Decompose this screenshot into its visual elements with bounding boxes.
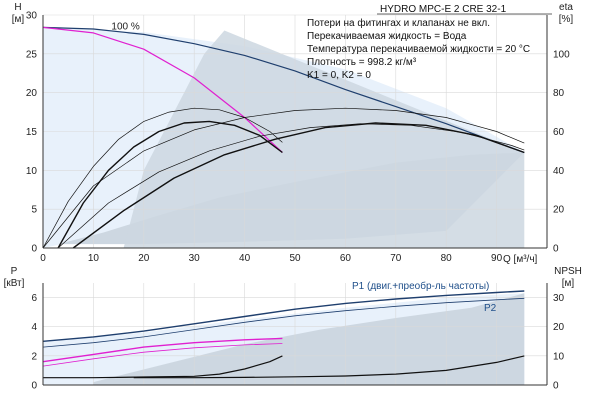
bottom-grey-region — [93, 293, 525, 385]
chart-title: HYDRO MPC-E 2 CRE 32-1 — [380, 4, 507, 15]
top-series-eta_single_thin — [42, 107, 283, 249]
top-series-eta_double_thin — [42, 107, 525, 249]
bottom-y-right-tick-label: 0 — [553, 381, 559, 392]
top-y-right-tick-label: 40 — [553, 166, 565, 177]
annotation-100-percent: 100 % — [111, 22, 139, 33]
series-label-P2: P2 — [484, 303, 497, 314]
top-y-tick-label: 20 — [26, 88, 38, 99]
bottom-series-P1 — [42, 290, 525, 342]
top-plot: 0 5 10 15 20 25 30 0 20 40 60 80 100 0 10 20 30 40 50 60 70 8… — [12, 2, 574, 265]
x-tick-label: 90 — [491, 253, 503, 264]
bottom-series-P2 — [42, 297, 525, 348]
x-tick-label: 80 — [441, 253, 453, 264]
top-series-eta_double — [72, 122, 525, 249]
x-tick-label: 40 — [239, 253, 251, 264]
info-line-5: K1 = 0, K2 = 0 — [307, 70, 371, 81]
top-series-head_max — [42, 26, 525, 154]
bottom-plot: 0 2 4 6 0 10 20 30 P [кВт] NPSH [м] P1 (двиг.+преобр… — [4, 266, 582, 392]
top-y-right-tick-label: 100 — [553, 49, 570, 60]
top-y-tick-label: 15 — [26, 127, 38, 138]
y-axis-label-H: H [м] — [12, 2, 25, 25]
top-y-tick-label: 25 — [26, 49, 38, 60]
top-y-tick-label: 0 — [31, 244, 37, 255]
bottom-series-npsh_single — [43, 355, 283, 379]
bottom-y-right-tick-label: 10 — [553, 351, 565, 362]
x-tick-label: 60 — [340, 253, 352, 264]
info-line-4: Плотность = 998.2 кг/м³ — [307, 57, 417, 68]
x-tick-label: 10 — [88, 253, 100, 264]
y-axis-label-eta: eta [%] — [559, 2, 574, 25]
x-axis-label-Q: Q [м³/ч] — [503, 254, 538, 265]
bottom-y-right-tick-label: 20 — [553, 322, 565, 333]
info-line-1: Потери на фитингах и клапанах не вкл. — [307, 17, 490, 29]
x-tick-label: 30 — [189, 253, 201, 264]
bottom-series-P2_single — [42, 343, 283, 367]
top-y-tick-label: 5 — [31, 205, 37, 216]
top-grey-fan — [58, 30, 525, 248]
y-axis-label-P: P [кВт] — [4, 266, 25, 289]
top-y-tick-label: 10 — [26, 166, 38, 177]
top-y-right-tick-label: 60 — [553, 127, 565, 138]
series-label-P1: P1 (двиг.+преобр-ль частоты) — [352, 280, 489, 292]
x-tick-label: 50 — [289, 253, 301, 264]
y-axis-label-NPSH: NPSH [м] — [554, 266, 582, 289]
bottom-series-P1_single — [42, 337, 283, 363]
top-y-right-tick-label: 20 — [553, 205, 565, 216]
bottom-y-right-tick-label: 30 — [553, 293, 565, 304]
bottom-y-tick-label: 2 — [31, 351, 37, 362]
bottom-y-tick-label: 0 — [31, 381, 37, 392]
top-series-eta_single — [57, 120, 283, 249]
info-line-3: Температура перекачиваемой жидкости = 20… — [307, 44, 530, 55]
top-series-head_single — [42, 26, 283, 153]
bottom-y-tick-label: 4 — [31, 322, 37, 333]
x-tick-label: 0 — [40, 253, 46, 264]
x-tick-label: 70 — [390, 253, 402, 264]
bottom-series-npsh_double — [133, 355, 525, 379]
top-y-right-tick-label: 80 — [553, 88, 565, 99]
x-tick-label: 20 — [138, 253, 150, 264]
info-line-2: Перекачиваемая жидкость = Вода — [307, 31, 467, 42]
bottom-y-tick-label: 6 — [31, 293, 37, 304]
top-y-right-tick-label: 0 — [553, 244, 559, 255]
top-y-tick-label: 30 — [26, 11, 38, 22]
